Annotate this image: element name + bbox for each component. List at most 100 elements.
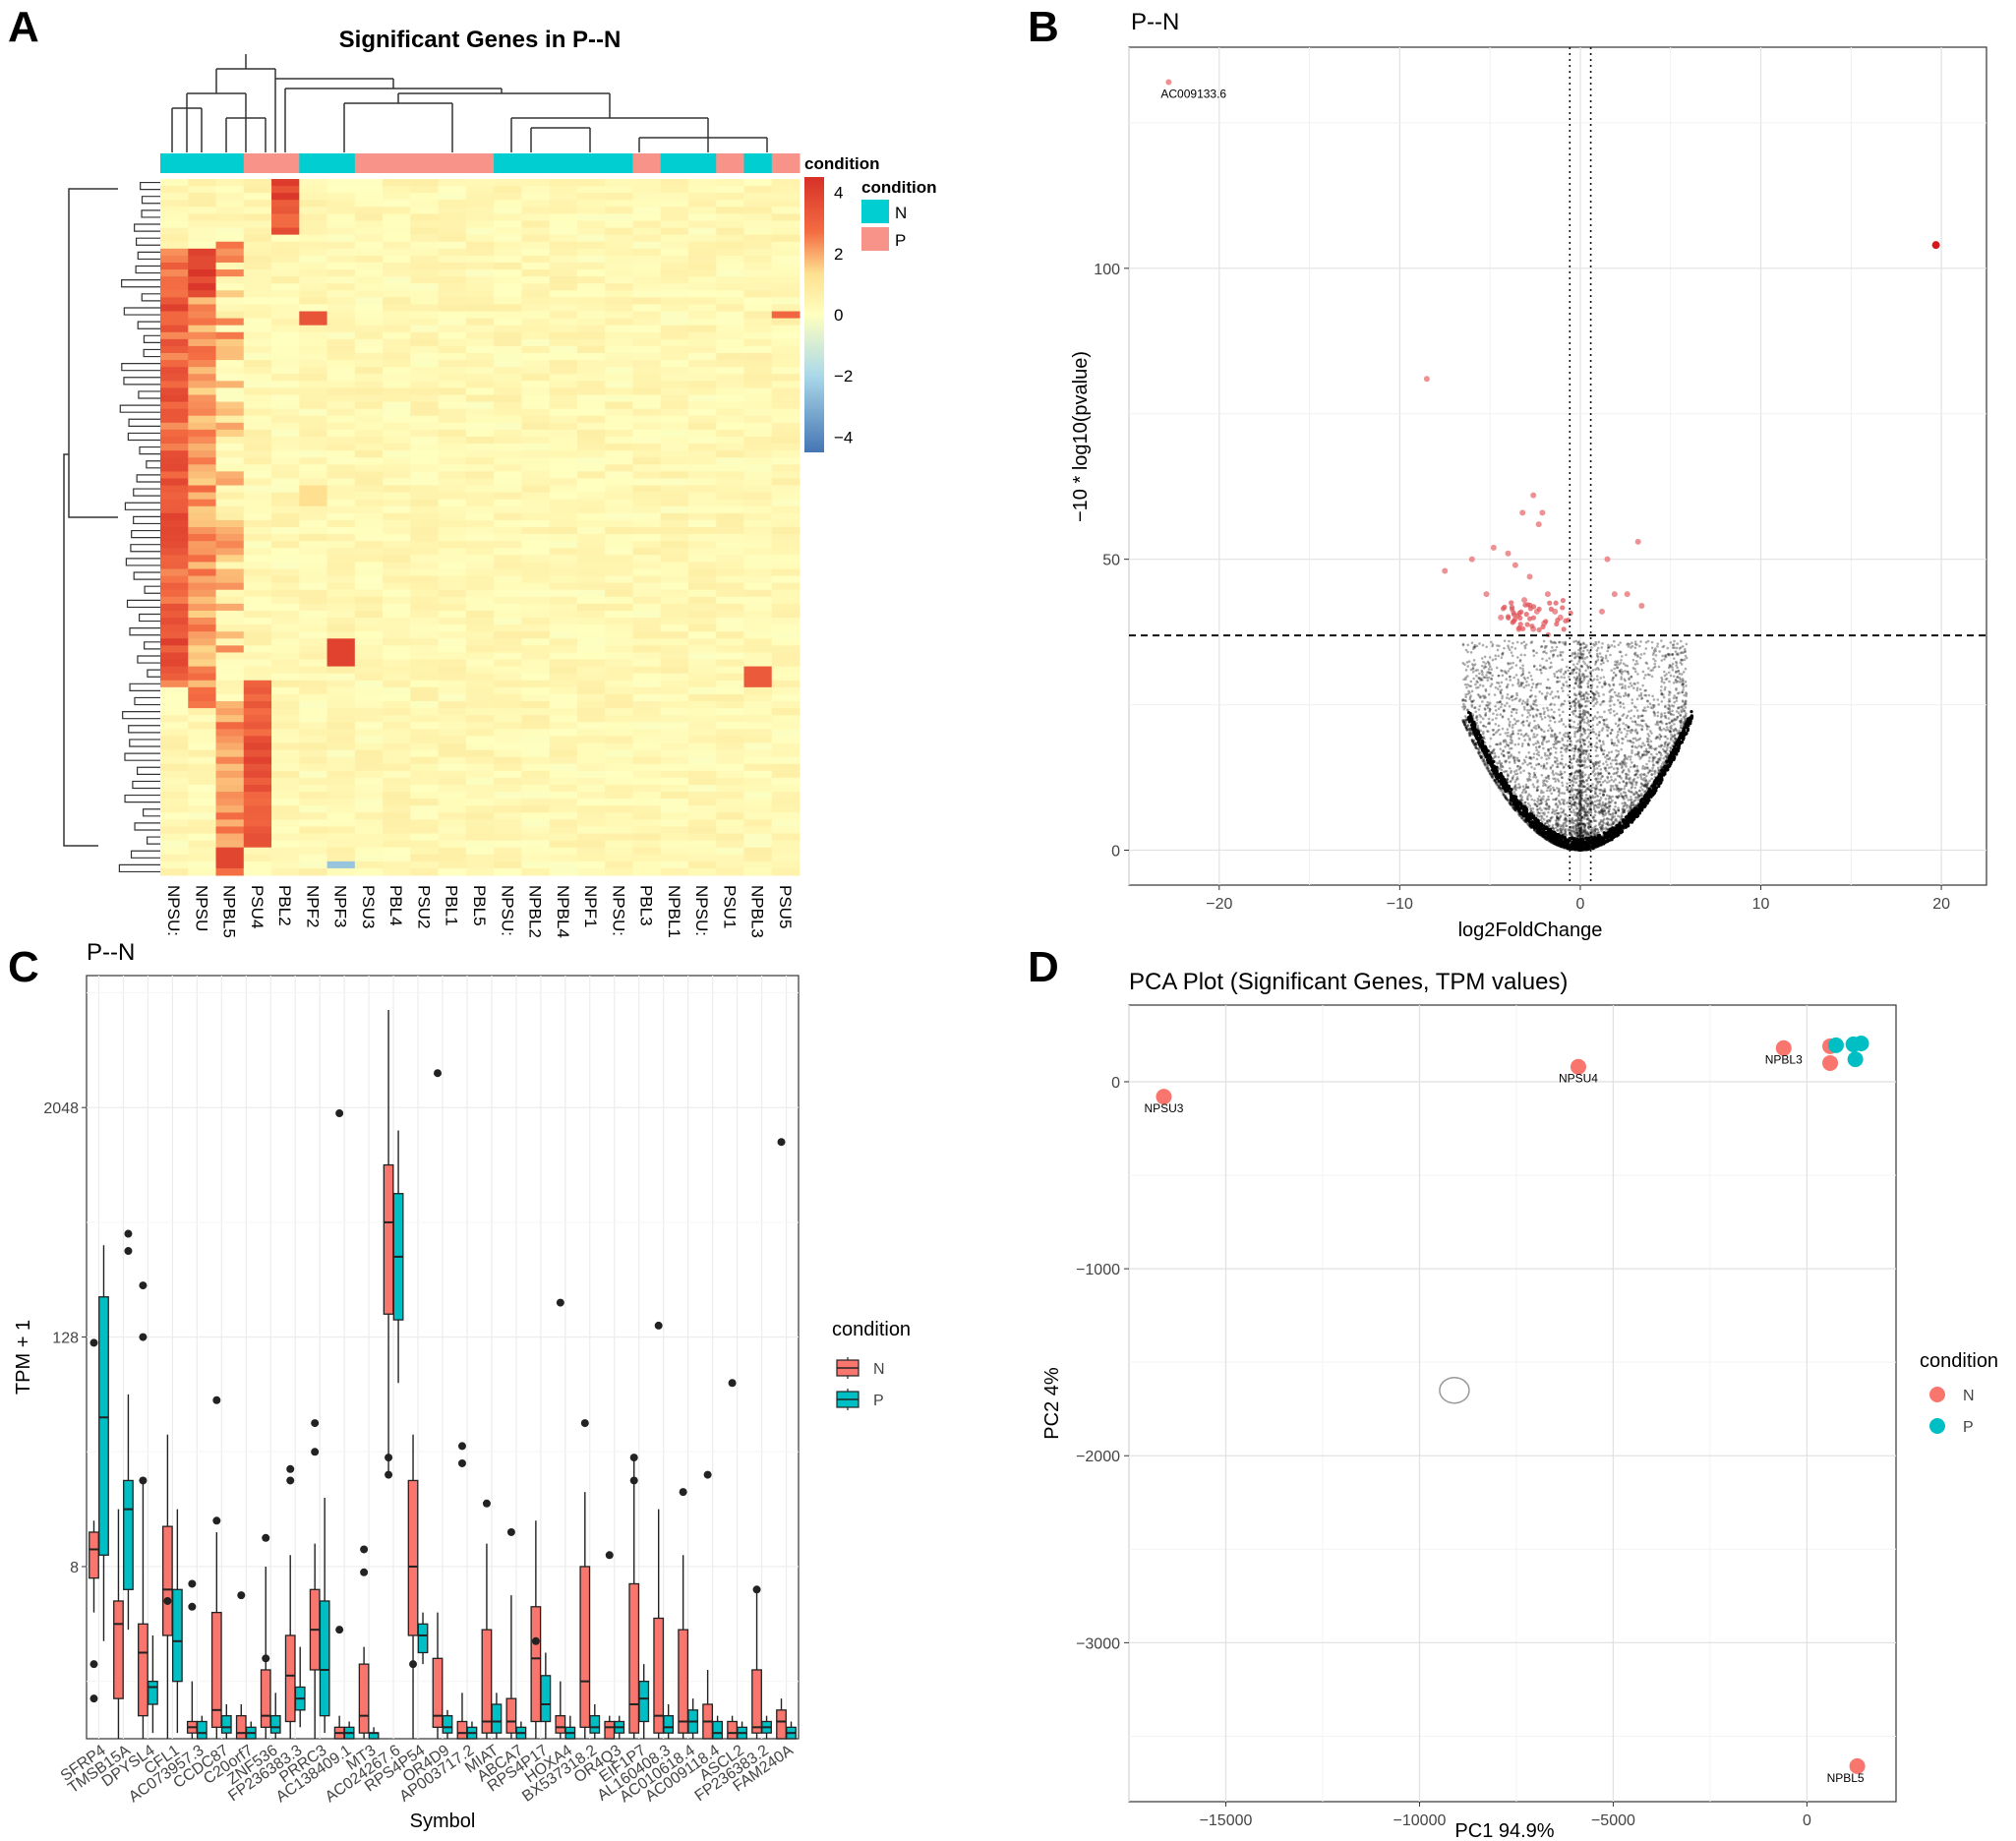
heatmap-cell <box>660 338 689 347</box>
heatmap-cell <box>660 645 689 653</box>
heatmap-cell <box>354 763 384 772</box>
volcano-point <box>1658 733 1661 737</box>
volcano-point <box>1598 731 1601 734</box>
heatmap-cell <box>632 833 662 842</box>
heatmap-cell <box>465 527 495 535</box>
heatmap-cell <box>549 193 578 201</box>
volcano-point <box>1577 808 1581 812</box>
volcano-point <box>1575 814 1579 817</box>
volcano-point <box>1654 654 1658 657</box>
heatmap-cell <box>383 631 411 639</box>
heatmap-cell <box>438 618 467 625</box>
heatmap-cell <box>605 799 633 806</box>
volcano-point <box>1634 790 1637 794</box>
heatmap-cell <box>521 666 551 675</box>
heatmap-cell <box>215 290 245 298</box>
heatmap-cell <box>660 575 689 584</box>
heatmap-cell <box>383 338 411 347</box>
volcano-point <box>1507 661 1510 665</box>
heatmap-cell <box>549 686 578 695</box>
heatmap-cell <box>160 792 189 800</box>
volcano-point <box>1672 713 1675 717</box>
volcano-point <box>1564 813 1568 816</box>
heatmap-cell <box>160 262 189 270</box>
heatmap-cell <box>243 603 272 612</box>
heatmap-cell <box>299 415 328 424</box>
volcano-point <box>1477 708 1481 711</box>
volcano-point <box>1622 780 1626 783</box>
volcano-point <box>1504 770 1507 773</box>
heatmap-cell <box>632 805 662 813</box>
volcano-point <box>1684 703 1687 706</box>
volcano-point <box>1521 791 1524 795</box>
heatmap-cell <box>716 722 744 730</box>
volcano-point <box>1493 733 1496 736</box>
heatmap-cell <box>743 777 773 786</box>
heatmap-cell <box>383 276 411 284</box>
volcano-point <box>1650 646 1654 650</box>
heatmap-cell <box>660 833 689 842</box>
volcano-point <box>1549 692 1552 696</box>
heatmap-cell <box>771 492 800 501</box>
heatmap-cell <box>243 548 272 556</box>
volcano-point <box>1482 730 1485 734</box>
heatmap-cell <box>438 429 467 438</box>
volcano-point <box>1648 730 1652 733</box>
heatmap-cell <box>660 248 689 257</box>
heatmap-cell <box>632 763 662 772</box>
heatmap-cell <box>354 241 384 250</box>
heatmap-cell <box>243 624 272 632</box>
heatmap-cell <box>576 512 606 521</box>
heatmap-cell <box>160 847 189 856</box>
heatmap-cell <box>494 478 522 487</box>
heatmap-cell <box>716 562 744 569</box>
heatmap-cell <box>438 596 467 605</box>
volcano-point <box>1644 723 1648 726</box>
heatmap-cell <box>494 708 522 716</box>
heatmap-cell <box>243 200 272 208</box>
volcano-point <box>1550 792 1554 796</box>
heatmap-cell <box>576 519 606 528</box>
volcano-point <box>1675 661 1679 665</box>
heatmap-cell <box>326 381 356 388</box>
heatmap-cell <box>326 527 356 535</box>
heatmap-cell <box>576 262 606 270</box>
heatmap-cell <box>383 471 411 479</box>
volcano-point <box>1608 766 1611 769</box>
heatmap-cell <box>215 631 245 639</box>
heatmap-cell <box>605 297 633 305</box>
heatmap-cell <box>660 179 689 187</box>
heatmap-cell <box>188 492 217 501</box>
heatmap-cell <box>632 792 662 800</box>
heatmap-cell <box>410 763 440 772</box>
heatmap-cell <box>438 471 467 479</box>
volcano-point <box>1624 785 1627 788</box>
volcano-point <box>1563 676 1566 680</box>
heatmap-cell <box>465 819 495 827</box>
heatmap-cell <box>410 715 440 723</box>
volcano-point <box>1602 809 1606 813</box>
volcano-point <box>1469 694 1472 697</box>
heatmap-cell <box>605 673 633 682</box>
heatmap-cell <box>271 436 300 445</box>
heatmap-cell <box>383 541 411 549</box>
heatmap-cell <box>605 562 633 569</box>
volcano-point <box>1634 705 1637 709</box>
heatmap-cell <box>716 673 744 682</box>
heatmap-cell <box>632 367 662 375</box>
heatmap-cell <box>576 276 606 284</box>
volcano-point <box>1623 801 1627 804</box>
volcano-point <box>1634 773 1637 776</box>
volcano-point <box>1603 788 1607 791</box>
heatmap-cell <box>243 686 272 695</box>
heatmap-cell <box>771 631 800 639</box>
volcano-point <box>1630 761 1633 764</box>
heatmap-cell <box>743 422 773 431</box>
heatmap-cell <box>243 638 272 646</box>
heatmap-cell <box>326 345 356 354</box>
heatmap-cell <box>687 234 717 243</box>
heatmap-cell <box>354 568 384 577</box>
heatmap-cell <box>660 763 689 772</box>
volcano-point <box>1643 779 1647 783</box>
heatmap-cell <box>521 618 551 625</box>
